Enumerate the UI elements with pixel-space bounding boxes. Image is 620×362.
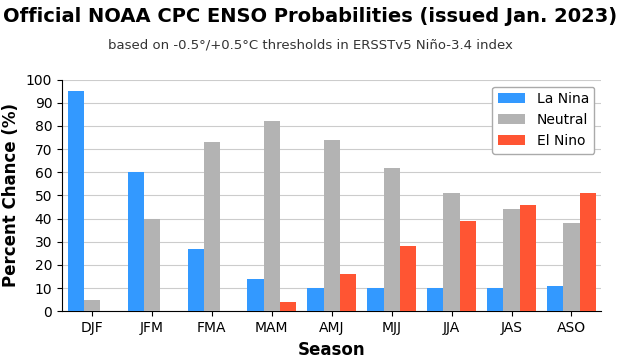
Bar [84, 300, 100, 311]
Bar [188, 249, 204, 311]
Bar [503, 209, 520, 311]
Bar [280, 302, 296, 311]
Bar [580, 193, 596, 311]
Bar [308, 288, 324, 311]
Bar [144, 219, 160, 311]
Bar [547, 286, 564, 311]
X-axis label: Season: Season [298, 341, 366, 359]
Bar [368, 288, 384, 311]
Bar [400, 247, 416, 311]
Text: Official NOAA CPC ENSO Probabilities (issued Jan. 2023): Official NOAA CPC ENSO Probabilities (is… [3, 7, 617, 26]
Bar [264, 121, 280, 311]
Bar [459, 221, 476, 311]
Y-axis label: Percent Chance (%): Percent Chance (%) [2, 104, 20, 287]
Bar [324, 140, 340, 311]
Bar [487, 288, 503, 311]
Bar [247, 279, 264, 311]
Bar [443, 193, 459, 311]
Legend: La Nina, Neutral, El Nino: La Nina, Neutral, El Nino [492, 87, 595, 153]
Text: based on -0.5°/+0.5°C thresholds in ERSSTv5 Niño-3.4 index: based on -0.5°/+0.5°C thresholds in ERSS… [107, 38, 513, 51]
Bar [427, 288, 443, 311]
Bar [340, 274, 356, 311]
Bar [520, 205, 536, 311]
Bar [68, 91, 84, 311]
Bar [128, 172, 144, 311]
Bar [564, 223, 580, 311]
Bar [384, 168, 400, 311]
Bar [204, 142, 220, 311]
